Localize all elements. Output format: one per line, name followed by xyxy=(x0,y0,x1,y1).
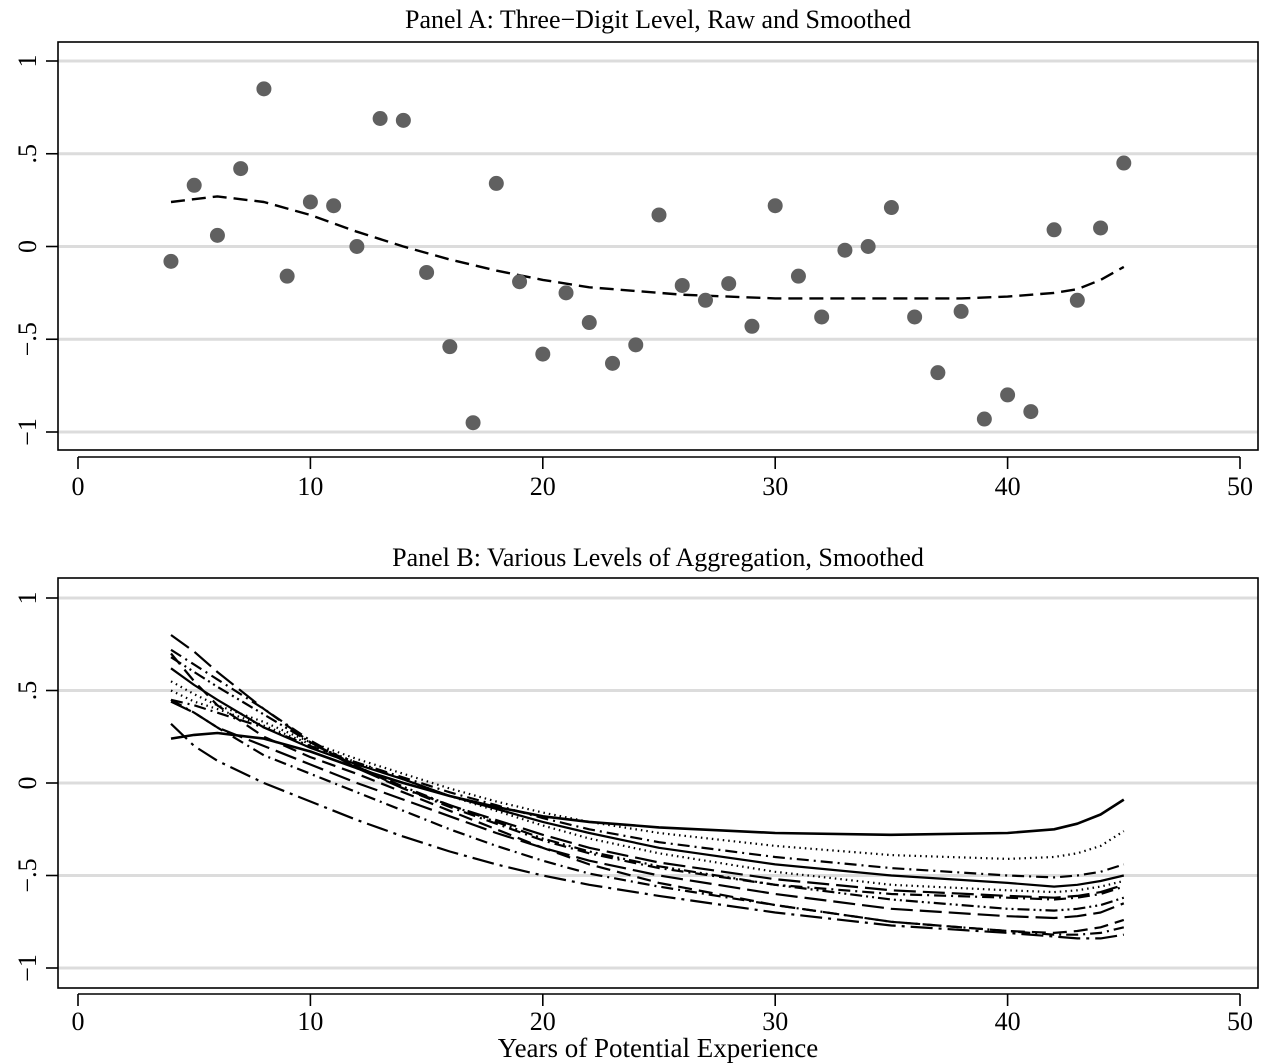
panel-b-y-tick-label: −.5 xyxy=(13,858,42,892)
panel-a-point xyxy=(1000,387,1016,403)
panel-a-point xyxy=(163,253,179,269)
panel-a-point xyxy=(558,285,574,301)
panel-b-lines xyxy=(170,634,1125,940)
panel-b: Panel B: Various Levels of Aggregation, … xyxy=(13,543,1259,1063)
panel-a-point xyxy=(1023,404,1039,420)
panel-a-point xyxy=(465,415,481,431)
panel-a-point xyxy=(535,346,551,362)
panel-a-point xyxy=(581,315,597,331)
panel-a-point xyxy=(1046,222,1062,238)
panel-b-x-tick-label: 10 xyxy=(297,1007,323,1036)
panel-a-y-tick-label: 1 xyxy=(13,55,42,68)
panel-a-point xyxy=(930,365,946,381)
panel-a-y-tick-label: −.5 xyxy=(13,322,42,356)
panel-b-grid xyxy=(58,596,1258,970)
panel-a-point xyxy=(628,337,644,353)
panel-a-point xyxy=(674,277,690,293)
panel-b-y-axis: −1 −.5 0 .5 1 xyxy=(13,592,58,982)
panel-a-point xyxy=(512,274,528,290)
panel-a-point xyxy=(419,264,435,280)
panel-b-x-tick-label: 0 xyxy=(72,1007,85,1036)
panel-a-point xyxy=(395,112,411,128)
panel-a-point xyxy=(860,239,876,254)
panel-a-y-tick-label: 0 xyxy=(13,240,42,253)
panel-a-point xyxy=(302,194,318,210)
panel-b-title: Panel B: Various Levels of Aggregation, … xyxy=(392,543,924,572)
panel-b-series-line xyxy=(170,667,1125,888)
panel-a-point xyxy=(1093,220,1109,236)
panel-a-x-axis: 0 10 20 30 40 50 xyxy=(72,456,1253,501)
panel-b-y-tick-label: 0 xyxy=(13,777,42,790)
panel-a-x-tick-label: 30 xyxy=(762,472,788,501)
panel-b-x-axis: 0 10 20 30 40 50 xyxy=(72,993,1253,1036)
panel-a-point xyxy=(790,268,806,284)
panel-a-point xyxy=(442,339,458,355)
panel-b-series-line xyxy=(170,634,1125,899)
panel-a-point xyxy=(953,303,969,319)
panel-a-point xyxy=(697,292,713,308)
panel-a-point xyxy=(372,111,388,127)
panel-a-point xyxy=(326,198,342,214)
panel-a-point xyxy=(744,318,760,334)
panel-b-series-line xyxy=(170,689,1125,894)
panel-a-y-tick-label: .5 xyxy=(13,144,42,164)
panel-a-smoothed-curve xyxy=(170,195,1125,300)
panel-a-point xyxy=(837,242,853,258)
panel-a: Panel A: Three−Digit Level, Raw and Smoo… xyxy=(13,5,1259,501)
panel-a-point xyxy=(1069,292,1085,308)
panel-a-point xyxy=(233,161,249,177)
panel-a-y-axis: −1 −.5 0 .5 1 xyxy=(13,55,58,446)
panel-a-x-tick-label: 10 xyxy=(297,472,323,501)
panel-a-point xyxy=(605,355,621,371)
panel-a-point xyxy=(907,309,923,325)
panel-b-series-line xyxy=(170,652,1125,934)
panel-a-point xyxy=(883,200,899,216)
panel-b-series-line xyxy=(170,698,1125,936)
panel-a-point xyxy=(976,411,992,427)
panel-a-y-tick-label: −1 xyxy=(13,418,42,446)
panel-b-y-tick-label: −1 xyxy=(13,954,42,982)
panel-a-x-tick-label: 40 xyxy=(995,472,1021,501)
panel-a-points xyxy=(163,81,1132,431)
panel-a-grid xyxy=(58,59,1258,434)
panel-b-x-axis-label: Years of Potential Experience xyxy=(498,1033,818,1063)
panel-a-point xyxy=(721,276,737,292)
panel-a-x-tick-label: 20 xyxy=(530,472,556,501)
panel-a-x-tick-label: 50 xyxy=(1227,472,1253,501)
panel-b-series-line xyxy=(170,731,1125,837)
panel-b-x-tick-label: 50 xyxy=(1227,1007,1253,1036)
panel-b-y-tick-label: 1 xyxy=(13,592,42,605)
panel-b-x-tick-label: 20 xyxy=(530,1007,556,1036)
panel-a-point xyxy=(256,81,272,97)
panel-a-point xyxy=(279,268,295,284)
panel-a-point xyxy=(767,198,783,214)
panel-b-series-line xyxy=(170,648,1125,901)
panel-a-point xyxy=(186,177,202,193)
panel-a-point xyxy=(209,227,225,243)
panel-b-y-tick-label: .5 xyxy=(13,681,42,701)
panel-a-point xyxy=(349,239,365,254)
panel-b-series-line xyxy=(170,698,1125,879)
panel-b-x-tick-label: 30 xyxy=(762,1007,788,1036)
panel-a-point xyxy=(814,309,830,325)
panel-b-x-tick-label: 40 xyxy=(995,1007,1021,1036)
panel-a-point xyxy=(488,175,504,191)
panel-a-x-tick-label: 0 xyxy=(72,472,85,501)
panel-b-series-line xyxy=(170,656,1125,912)
panel-a-smoothed-line xyxy=(170,195,1125,300)
panel-a-title: Panel A: Three−Digit Level, Raw and Smoo… xyxy=(405,5,911,34)
panel-b-series-line xyxy=(170,700,1125,920)
panel-a-point xyxy=(651,207,667,223)
panel-b-series-line xyxy=(170,723,1124,940)
panel-a-point xyxy=(1116,155,1132,171)
